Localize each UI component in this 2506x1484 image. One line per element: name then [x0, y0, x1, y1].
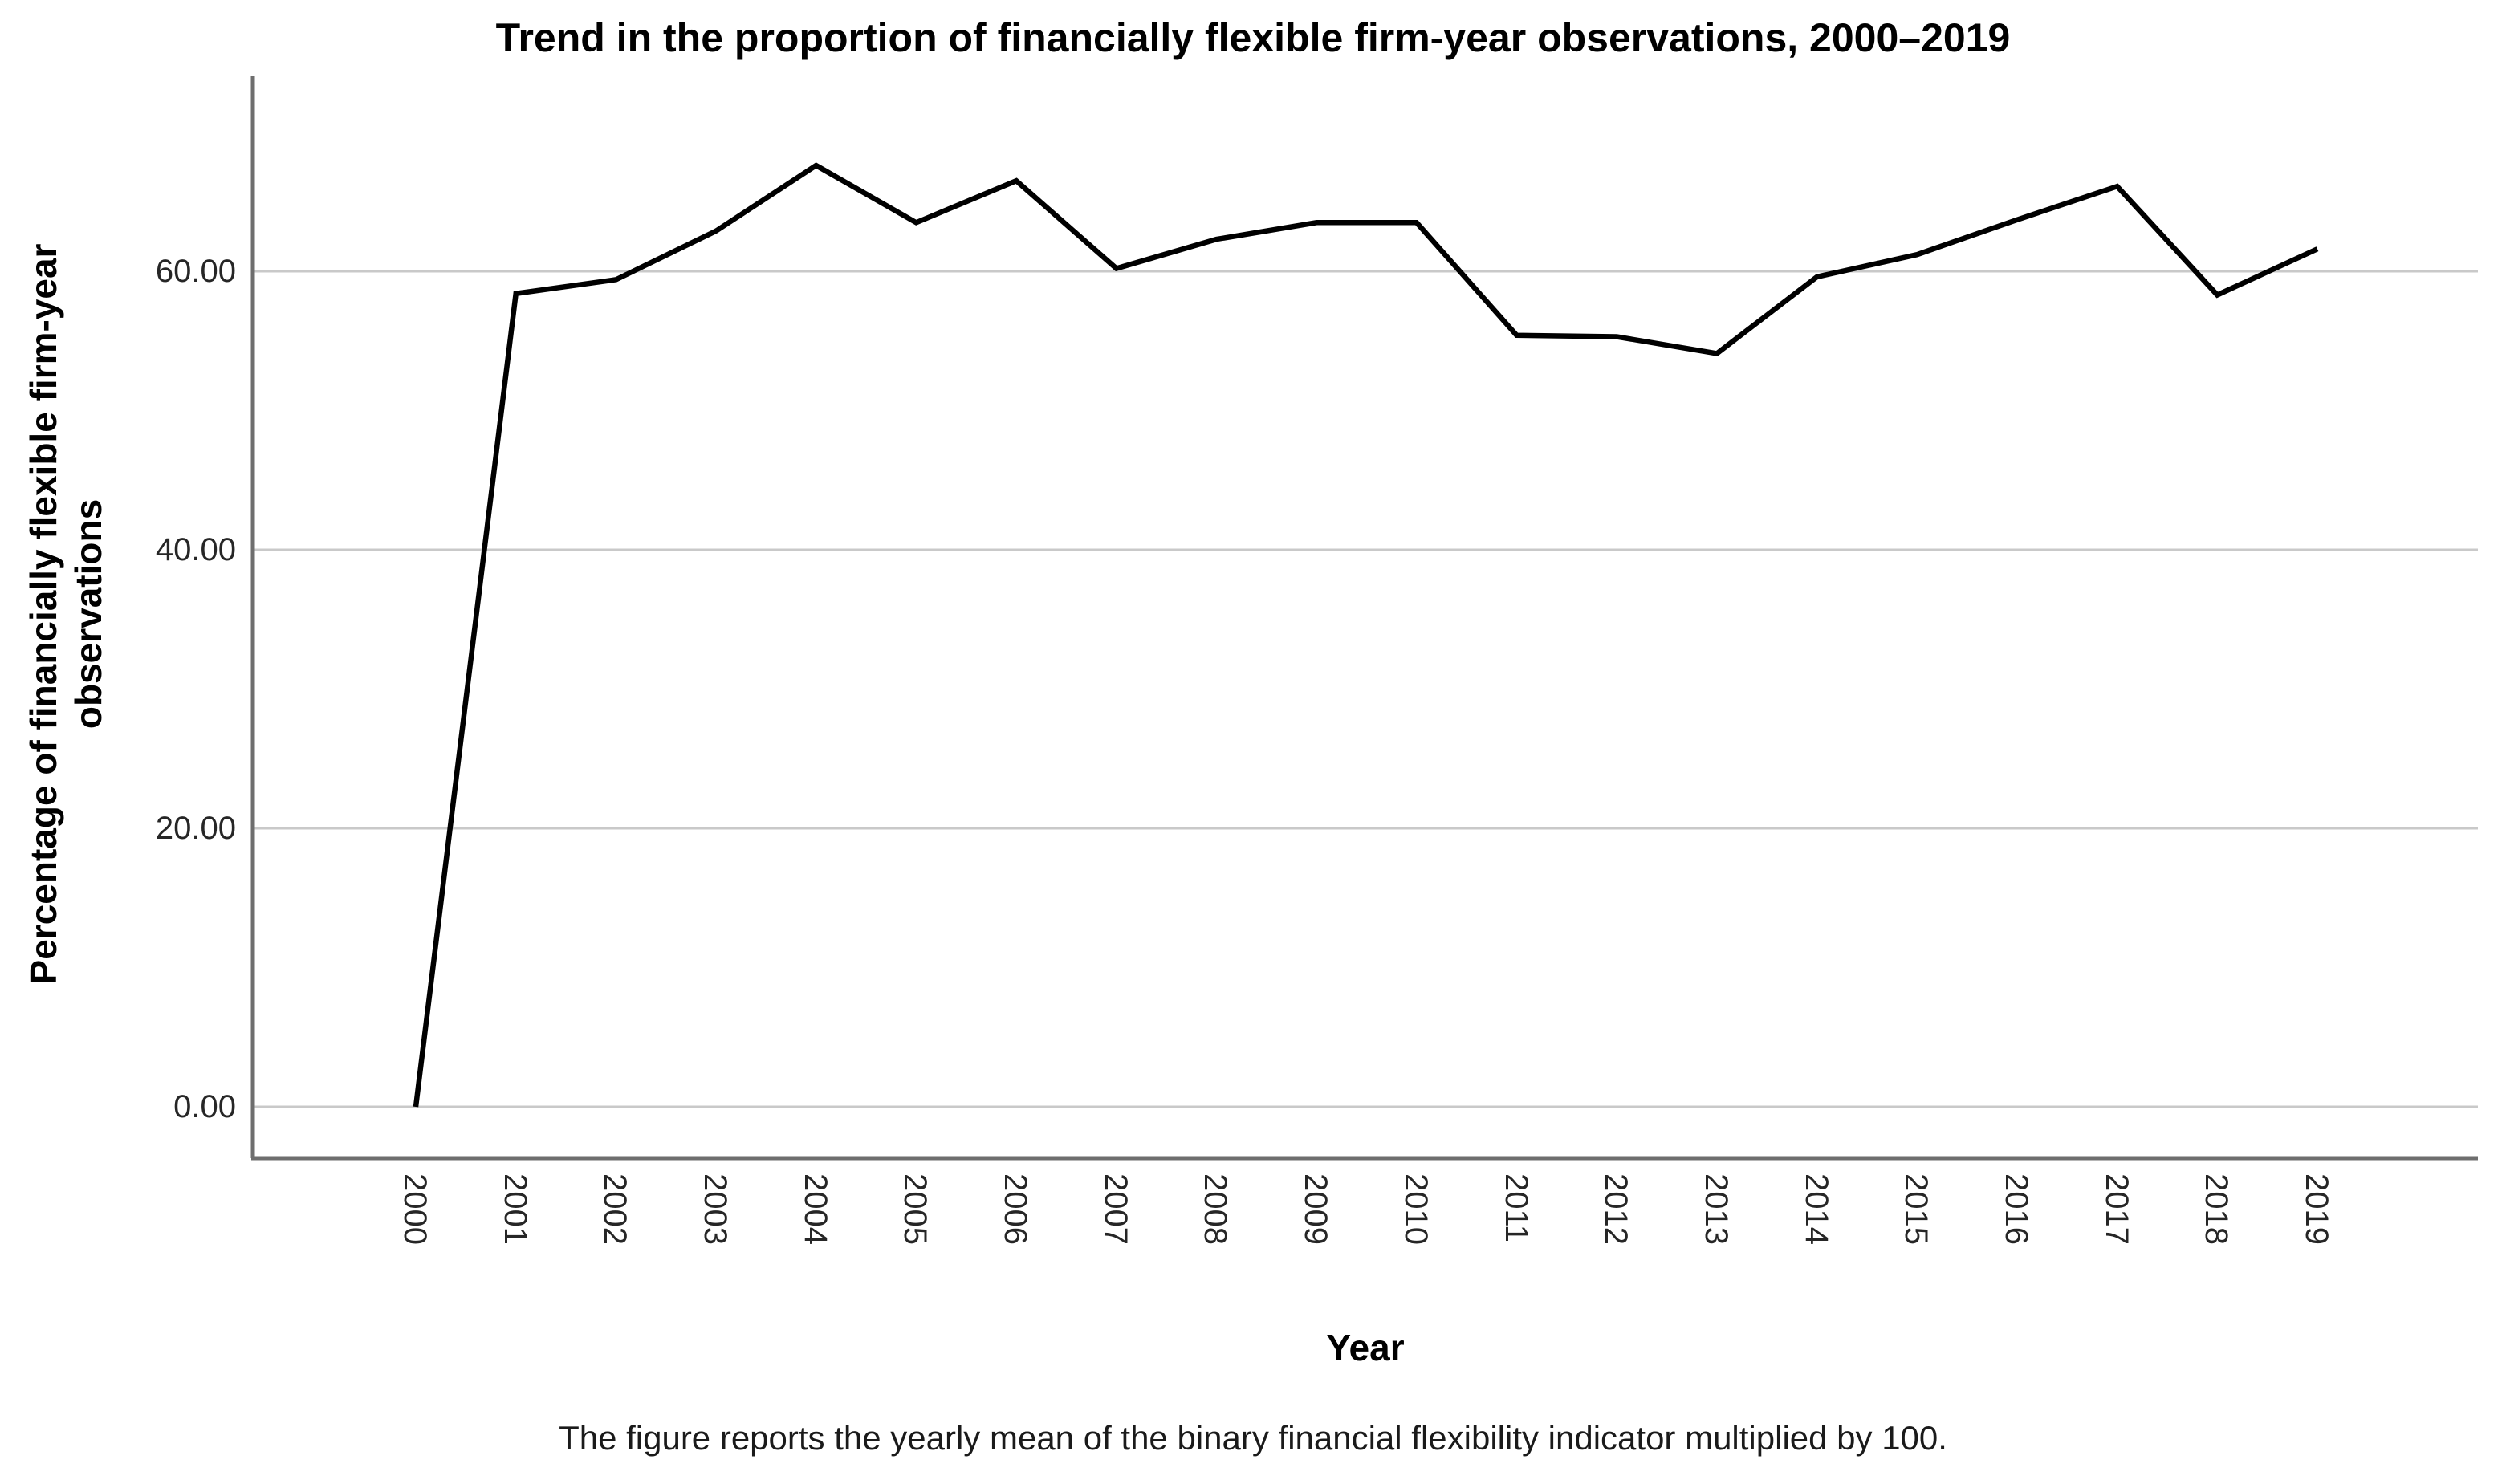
gridlines [253, 270, 2478, 1108]
y-tick-label: 0.00 [173, 1089, 236, 1124]
x-axis-label: Year [1326, 1327, 1405, 1368]
x-tick-label: 2001 [497, 1173, 533, 1245]
x-tick-label: 2016 [1998, 1173, 2034, 1245]
x-tick-label: 2007 [1097, 1173, 1133, 1245]
x-tick-label: 2015 [1898, 1173, 1934, 1245]
x-tick-label: 2019 [2299, 1173, 2334, 1245]
y-tick-label: 40.00 [155, 532, 236, 567]
x-tick-label: 2018 [2199, 1173, 2235, 1245]
x-tick-label: 2010 [1397, 1173, 1434, 1245]
x-tick-label: 2000 [397, 1173, 433, 1245]
x-tick-label: 2013 [1698, 1173, 1734, 1245]
x-tick-label: 2004 [797, 1173, 833, 1245]
x-tick-label: 2011 [1498, 1173, 1534, 1243]
figure-caption: The figure reports the yearly mean of th… [559, 1419, 1947, 1457]
x-tick-label: 2003 [698, 1173, 734, 1245]
x-tick-label: 2006 [998, 1173, 1034, 1245]
x-tick-label: 2008 [1198, 1173, 1234, 1245]
trend-line [413, 162, 2319, 1108]
x-tick-label: 2017 [2098, 1173, 2134, 1245]
x-tick-label: 2012 [1598, 1173, 1634, 1245]
y-tick-label: 60.00 [155, 254, 236, 289]
x-tick-label: 2009 [1298, 1173, 1334, 1245]
chart-title: Trend in the proportion of financially f… [495, 15, 2011, 60]
axes [250, 76, 2478, 1161]
x-tick-label: 2002 [597, 1173, 633, 1245]
trend-polyline [413, 162, 2319, 1108]
x-tick-label: 2014 [1798, 1173, 1834, 1245]
y-tick-label: 20.00 [155, 811, 236, 846]
x-tick-label: 2005 [897, 1173, 934, 1245]
